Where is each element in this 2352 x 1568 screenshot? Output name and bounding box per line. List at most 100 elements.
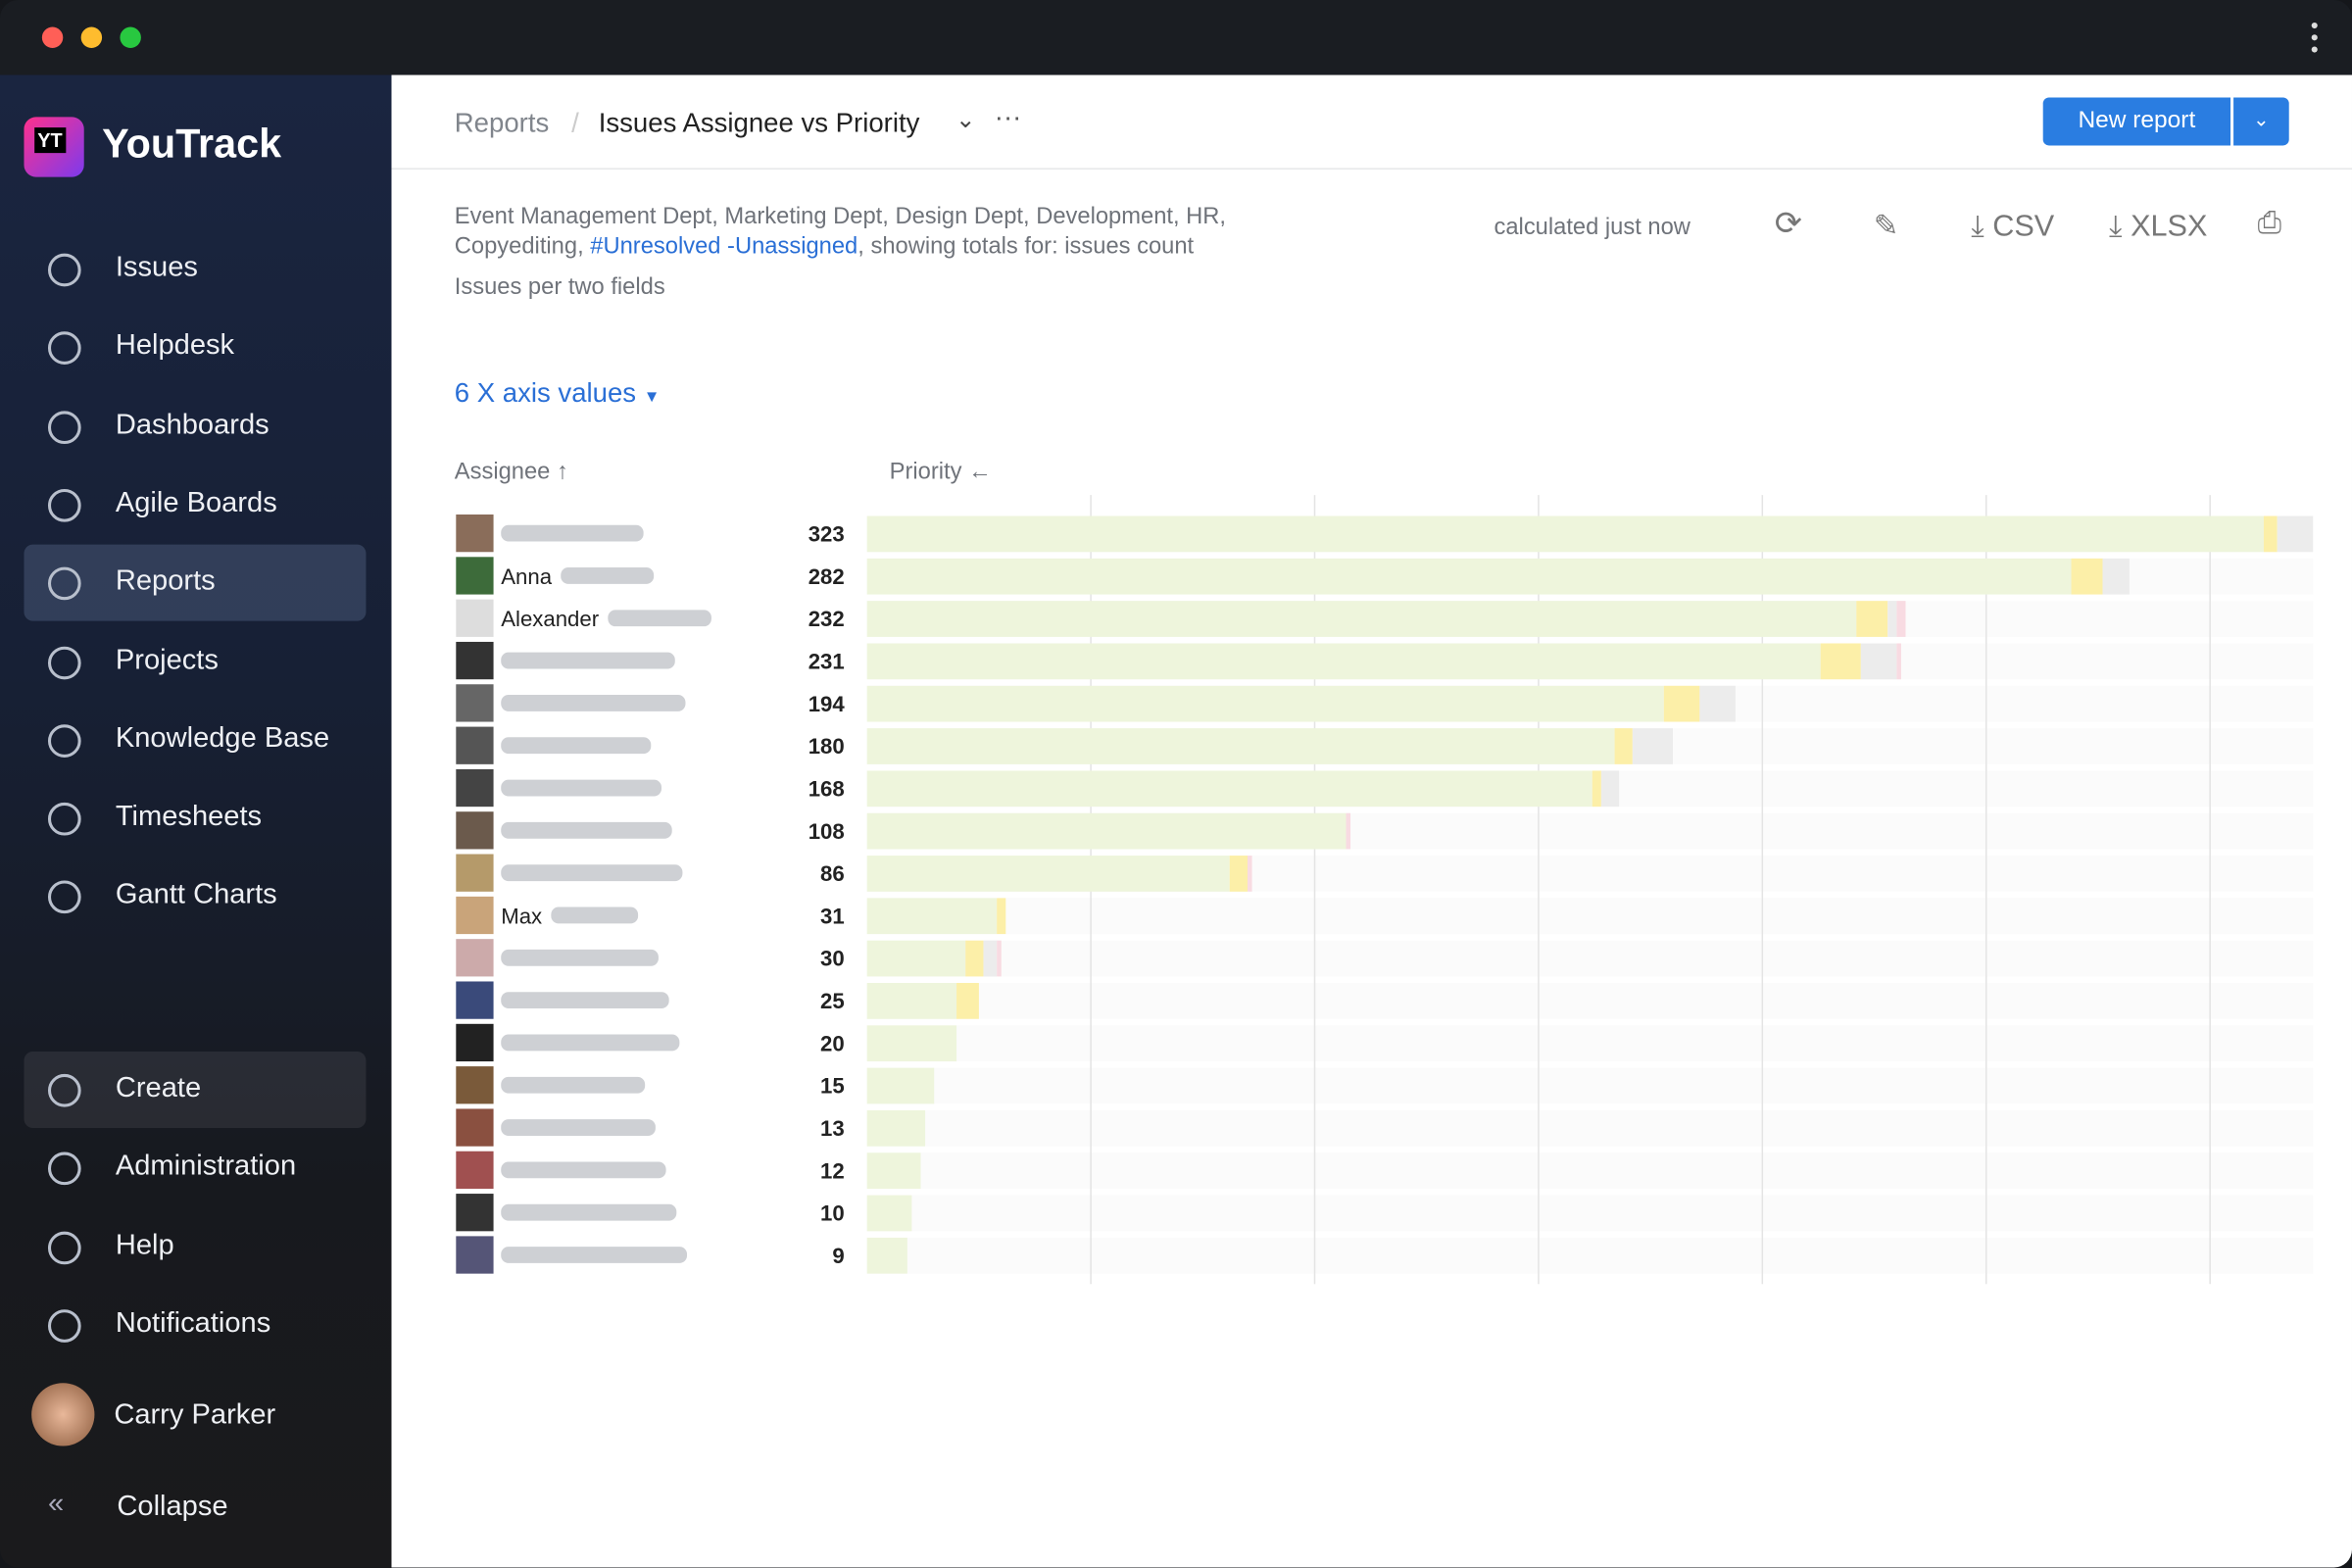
xlsx-label[interactable]: XLSX — [2131, 210, 2208, 243]
nav-label[interactable]: Helpdesk — [115, 330, 235, 363]
bar-segment[interactable] — [866, 558, 2072, 595]
bar-segment[interactable] — [866, 1025, 957, 1062]
nav-label[interactable]: Administration — [115, 1151, 297, 1183]
bar-segment[interactable] — [866, 983, 957, 1019]
nav-item[interactable]: Timesheets — [24, 780, 366, 857]
bar-segment[interactable] — [866, 1237, 907, 1274]
print-button[interactable]: ⎙ — [2257, 207, 2282, 240]
axis-values[interactable]: 6 X axis values — [454, 377, 637, 409]
bar-segment[interactable] — [866, 856, 1230, 892]
nav-item[interactable]: Dashboards — [24, 388, 366, 465]
bar-segment[interactable] — [866, 1067, 935, 1104]
bar-segment[interactable] — [1632, 728, 1673, 764]
edit-button[interactable]: ✎ — [1873, 210, 1899, 243]
bar-segment[interactable] — [1247, 856, 1252, 892]
user-name[interactable]: Carry Parker — [114, 1399, 276, 1432]
query-link[interactable]: #Unresolved -Unassigned — [590, 233, 858, 260]
bar-segment[interactable] — [866, 812, 1347, 850]
breadcrumb-root[interactable]: Reports — [454, 108, 550, 138]
axis-values-toggle[interactable]: 6 X axis values ▼ — [454, 377, 661, 409]
bar-segment[interactable] — [983, 940, 998, 977]
new-report-button[interactable]: New report — [2042, 97, 2231, 146]
nav-item[interactable]: Projects — [24, 623, 366, 700]
bar-segment[interactable] — [2277, 515, 2314, 553]
total-label: 231 — [808, 649, 845, 673]
bar-segment[interactable] — [866, 515, 2264, 553]
assignee-name[interactable]: Anna — [501, 564, 552, 589]
bar-segment[interactable] — [1887, 601, 1897, 637]
collapse-icon[interactable]: « — [47, 1488, 65, 1520]
total-label: 108 — [808, 819, 845, 844]
bar-segment[interactable] — [1699, 685, 1736, 722]
bar-segment[interactable] — [866, 728, 1615, 764]
bar-segment[interactable] — [997, 898, 1006, 935]
nav-item[interactable]: Administration — [24, 1130, 366, 1206]
bar-segment[interactable] — [1614, 728, 1633, 764]
bar-segment[interactable] — [866, 643, 1821, 680]
bar-segment[interactable] — [866, 601, 1857, 637]
bar-segment[interactable] — [866, 940, 966, 977]
nav-item[interactable]: Issues — [24, 231, 366, 308]
bar-segment[interactable] — [1663, 685, 1700, 722]
csv-label[interactable]: CSV — [1992, 210, 2055, 243]
report-title[interactable]: Issues Assignee vs Priority — [598, 108, 920, 138]
bar-segment[interactable] — [1600, 770, 1620, 808]
bar-segment[interactable] — [2071, 558, 2103, 595]
bar-segment[interactable] — [956, 983, 979, 1019]
more[interactable]: ··· — [994, 102, 1022, 132]
bar-segment[interactable] — [866, 1109, 926, 1147]
nav-label[interactable]: Issues — [115, 252, 198, 284]
csv-export[interactable]: ⤓ CSV — [1971, 210, 2055, 243]
nav-label[interactable]: Help — [115, 1229, 174, 1261]
bar-segment[interactable] — [1896, 601, 1906, 637]
blurred-name — [501, 992, 669, 1009]
nav-label[interactable]: Timesheets — [115, 801, 263, 833]
assignee-name[interactable]: Alexander — [501, 607, 600, 631]
nav-label[interactable]: Dashboards — [115, 409, 270, 441]
nav-item[interactable]: Help — [24, 1208, 366, 1285]
nav-label[interactable]: Projects — [115, 644, 219, 676]
xlsx-export[interactable]: ⤓ XLSX — [2109, 210, 2208, 243]
blurred-name — [501, 821, 672, 839]
nav-item[interactable]: Gantt Charts — [24, 858, 366, 935]
bar-segment[interactable] — [1346, 812, 1351, 850]
nav-item[interactable]: Reports — [24, 544, 367, 621]
assignee-name[interactable]: Max — [501, 904, 542, 928]
nav-label[interactable]: Knowledge Base — [115, 722, 330, 755]
nav-label[interactable]: Agile Boards — [115, 487, 277, 519]
nav-label[interactable]: Reports — [115, 565, 216, 598]
nav-label[interactable]: Notifications — [115, 1307, 271, 1340]
bar-segment[interactable] — [866, 898, 998, 935]
y-label[interactable]: Priority ← — [889, 459, 992, 485]
bar-segment[interactable] — [866, 1195, 912, 1232]
nav-item[interactable]: Create — [24, 1051, 367, 1129]
nav-icon — [47, 253, 81, 287]
x-label[interactable]: Assignee ↑ — [454, 459, 568, 485]
nav-item[interactable]: Helpdesk — [24, 310, 366, 386]
avatar[interactable] — [31, 1383, 95, 1446]
row-track — [866, 983, 2314, 1019]
bar-segment[interactable] — [1592, 770, 1601, 808]
collapse[interactable]: Collapse — [117, 1491, 228, 1523]
bar-segment[interactable] — [1820, 643, 1861, 680]
bar-segment[interactable] — [2102, 558, 2130, 595]
nav-item[interactable]: Agile Boards — [24, 466, 366, 543]
bar-segment[interactable] — [866, 770, 1592, 808]
bar-segment[interactable] — [965, 940, 984, 977]
refresh-button[interactable]: ⟳ — [1774, 204, 1802, 242]
title-chevron[interactable]: ⌄ — [955, 108, 976, 134]
nav-label[interactable]: Gantt Charts — [115, 879, 277, 911]
nav-item[interactable]: Knowledge Base — [24, 702, 366, 778]
bar-segment[interactable] — [1896, 643, 1901, 680]
bar-segment[interactable] — [2263, 515, 2278, 553]
bar-segment[interactable] — [866, 685, 1664, 722]
bar-segment[interactable] — [866, 1152, 921, 1190]
nav-item[interactable]: Notifications — [24, 1287, 366, 1363]
nav-label[interactable]: Create — [115, 1072, 202, 1104]
bar-segment[interactable] — [1856, 601, 1888, 637]
bar-segment[interactable] — [1229, 856, 1248, 892]
bar-segment[interactable] — [1860, 643, 1897, 680]
bar-segment[interactable] — [997, 940, 1002, 977]
new-report-menu[interactable]: ⌄ — [2233, 97, 2289, 146]
row-track — [866, 898, 2314, 935]
